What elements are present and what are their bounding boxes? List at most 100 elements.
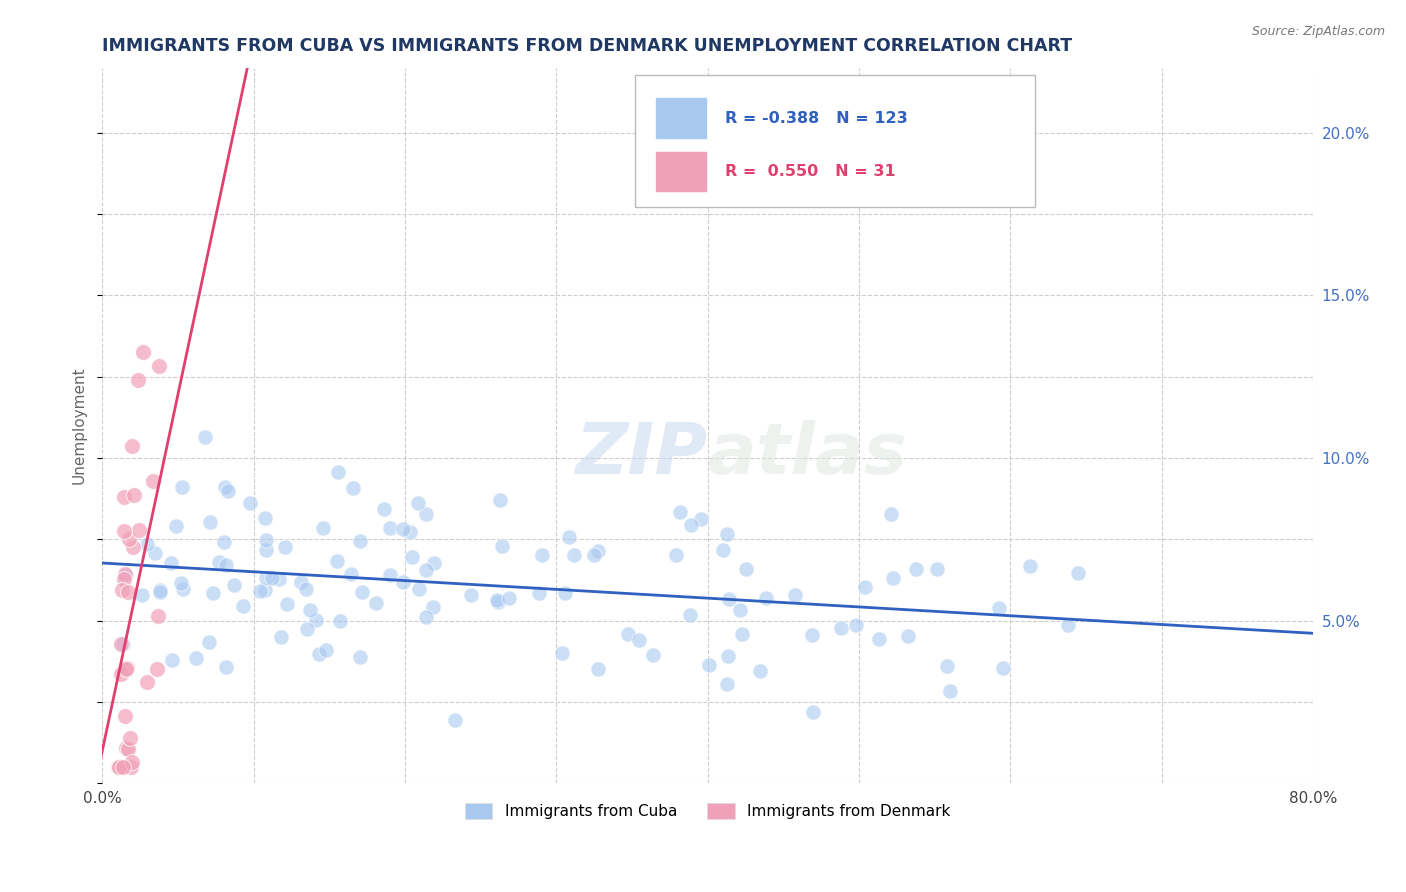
Point bbox=[117, 585, 139, 599]
Point bbox=[554, 586, 576, 600]
Point bbox=[391, 522, 413, 536]
Legend: Immigrants from Cuba, Immigrants from Denmark: Immigrants from Cuba, Immigrants from De… bbox=[458, 797, 956, 825]
Point bbox=[588, 662, 610, 676]
Point bbox=[717, 591, 740, 606]
Point bbox=[135, 675, 157, 690]
Point bbox=[276, 597, 298, 611]
Point bbox=[531, 549, 554, 563]
Point bbox=[172, 582, 194, 596]
Text: atlas: atlas bbox=[707, 419, 907, 489]
Point bbox=[349, 534, 371, 549]
Point bbox=[107, 760, 129, 774]
Point bbox=[254, 533, 277, 548]
Point bbox=[991, 661, 1014, 675]
Point bbox=[224, 578, 246, 592]
Point bbox=[617, 627, 640, 641]
Point bbox=[830, 620, 852, 634]
Point bbox=[295, 582, 318, 596]
Point bbox=[308, 647, 330, 661]
Point bbox=[146, 663, 169, 677]
Point bbox=[295, 623, 318, 637]
Point bbox=[486, 595, 509, 609]
Point bbox=[679, 608, 702, 623]
Point bbox=[217, 483, 239, 498]
Point bbox=[112, 490, 135, 504]
Point bbox=[254, 583, 277, 598]
Point bbox=[143, 546, 166, 560]
Point bbox=[112, 573, 135, 587]
Point bbox=[254, 543, 277, 558]
Point bbox=[735, 562, 758, 576]
Point bbox=[239, 496, 262, 510]
Point bbox=[716, 527, 738, 541]
Point bbox=[149, 582, 172, 597]
Point bbox=[558, 530, 581, 544]
Point bbox=[1066, 566, 1088, 581]
Point bbox=[122, 488, 145, 502]
Bar bbox=[655, 98, 706, 137]
Point bbox=[111, 583, 134, 598]
Point bbox=[267, 572, 290, 586]
Point bbox=[927, 562, 949, 576]
Point bbox=[160, 652, 183, 666]
Point bbox=[588, 544, 610, 558]
Point bbox=[110, 637, 132, 651]
Point bbox=[329, 615, 352, 629]
Point bbox=[254, 571, 277, 585]
Point bbox=[165, 519, 187, 533]
Point bbox=[128, 523, 150, 537]
Point bbox=[253, 511, 276, 525]
Text: R =  0.550   N = 31: R = 0.550 N = 31 bbox=[724, 164, 896, 179]
Point bbox=[215, 660, 238, 674]
Point bbox=[212, 534, 235, 549]
Point bbox=[366, 595, 388, 609]
Point bbox=[749, 664, 772, 678]
Point bbox=[373, 502, 395, 516]
Point bbox=[160, 556, 183, 570]
Point bbox=[882, 571, 904, 585]
Point bbox=[664, 549, 686, 563]
Point bbox=[378, 568, 401, 582]
Point bbox=[170, 576, 193, 591]
Text: ZIP: ZIP bbox=[575, 419, 707, 489]
Point bbox=[315, 643, 337, 657]
Point bbox=[112, 760, 135, 774]
Point bbox=[349, 650, 371, 665]
Text: R = -0.388   N = 123: R = -0.388 N = 123 bbox=[724, 111, 907, 126]
Point bbox=[491, 539, 513, 553]
Point bbox=[197, 634, 219, 648]
Point bbox=[299, 603, 322, 617]
Point bbox=[114, 567, 136, 582]
Point bbox=[121, 755, 143, 769]
Point bbox=[127, 373, 149, 387]
Point bbox=[121, 439, 143, 453]
Point bbox=[117, 741, 139, 756]
Point bbox=[529, 586, 551, 600]
Point bbox=[201, 586, 224, 600]
Text: IMMIGRANTS FROM CUBA VS IMMIGRANTS FROM DENMARK UNEMPLOYMENT CORRELATION CHART: IMMIGRANTS FROM CUBA VS IMMIGRANTS FROM … bbox=[103, 37, 1073, 55]
Point bbox=[135, 537, 157, 551]
Point bbox=[408, 582, 430, 597]
Point bbox=[406, 496, 429, 510]
Point bbox=[118, 532, 141, 546]
Point bbox=[114, 524, 136, 538]
Point bbox=[460, 588, 482, 602]
Point bbox=[340, 567, 363, 582]
Point bbox=[731, 626, 754, 640]
Point bbox=[904, 562, 927, 576]
Point bbox=[1019, 559, 1042, 574]
Point bbox=[270, 631, 292, 645]
Point bbox=[401, 550, 423, 565]
Point bbox=[711, 543, 734, 558]
Point bbox=[312, 521, 335, 535]
Point bbox=[987, 601, 1010, 615]
Point bbox=[142, 475, 165, 489]
Point bbox=[215, 558, 238, 572]
Point bbox=[801, 706, 824, 720]
Point bbox=[378, 521, 401, 535]
Point bbox=[583, 548, 606, 562]
Point bbox=[260, 571, 283, 585]
Point bbox=[716, 676, 738, 690]
Point bbox=[184, 651, 207, 665]
Point bbox=[498, 591, 520, 606]
